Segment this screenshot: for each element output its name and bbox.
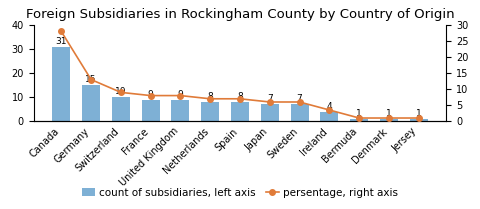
Bar <box>410 119 428 121</box>
Text: 10: 10 <box>115 87 127 96</box>
Text: 8: 8 <box>237 92 243 101</box>
Title: Foreign Subsidiaries in Rockingham County by Country of Origin: Foreign Subsidiaries in Rockingham Count… <box>26 8 454 21</box>
persentage, right axis <box>178 94 183 97</box>
persentage, right axis <box>297 101 302 103</box>
Text: 1: 1 <box>386 109 392 118</box>
Bar <box>201 102 219 121</box>
Bar <box>350 119 368 121</box>
Line: persentage, right axis: persentage, right axis <box>59 29 421 121</box>
Bar <box>261 104 279 121</box>
persentage, right axis <box>148 94 154 97</box>
Bar <box>231 102 249 121</box>
persentage, right axis <box>88 78 94 81</box>
persentage, right axis <box>237 98 243 100</box>
Text: 9: 9 <box>178 90 183 99</box>
Text: 1: 1 <box>356 109 362 118</box>
persentage, right axis <box>267 101 273 103</box>
Bar <box>142 100 159 121</box>
Text: 9: 9 <box>148 90 154 99</box>
Text: 4: 4 <box>326 102 332 111</box>
persentage, right axis <box>326 109 332 111</box>
Text: 8: 8 <box>207 92 213 101</box>
persentage, right axis <box>59 30 64 33</box>
Bar <box>321 112 338 121</box>
Bar <box>82 85 100 121</box>
persentage, right axis <box>356 117 362 119</box>
Bar <box>52 47 70 121</box>
Bar <box>171 100 190 121</box>
Bar <box>290 104 309 121</box>
persentage, right axis <box>386 117 392 119</box>
Text: 15: 15 <box>85 75 97 84</box>
persentage, right axis <box>416 117 421 119</box>
Bar <box>380 119 398 121</box>
Bar <box>112 97 130 121</box>
Text: 7: 7 <box>297 94 302 103</box>
persentage, right axis <box>118 91 124 94</box>
Text: 31: 31 <box>56 37 67 46</box>
Text: 7: 7 <box>267 94 273 103</box>
persentage, right axis <box>207 98 213 100</box>
Legend: count of subsidiaries, left axis, persentage, right axis: count of subsidiaries, left axis, persen… <box>78 183 402 202</box>
Text: 1: 1 <box>416 109 421 118</box>
